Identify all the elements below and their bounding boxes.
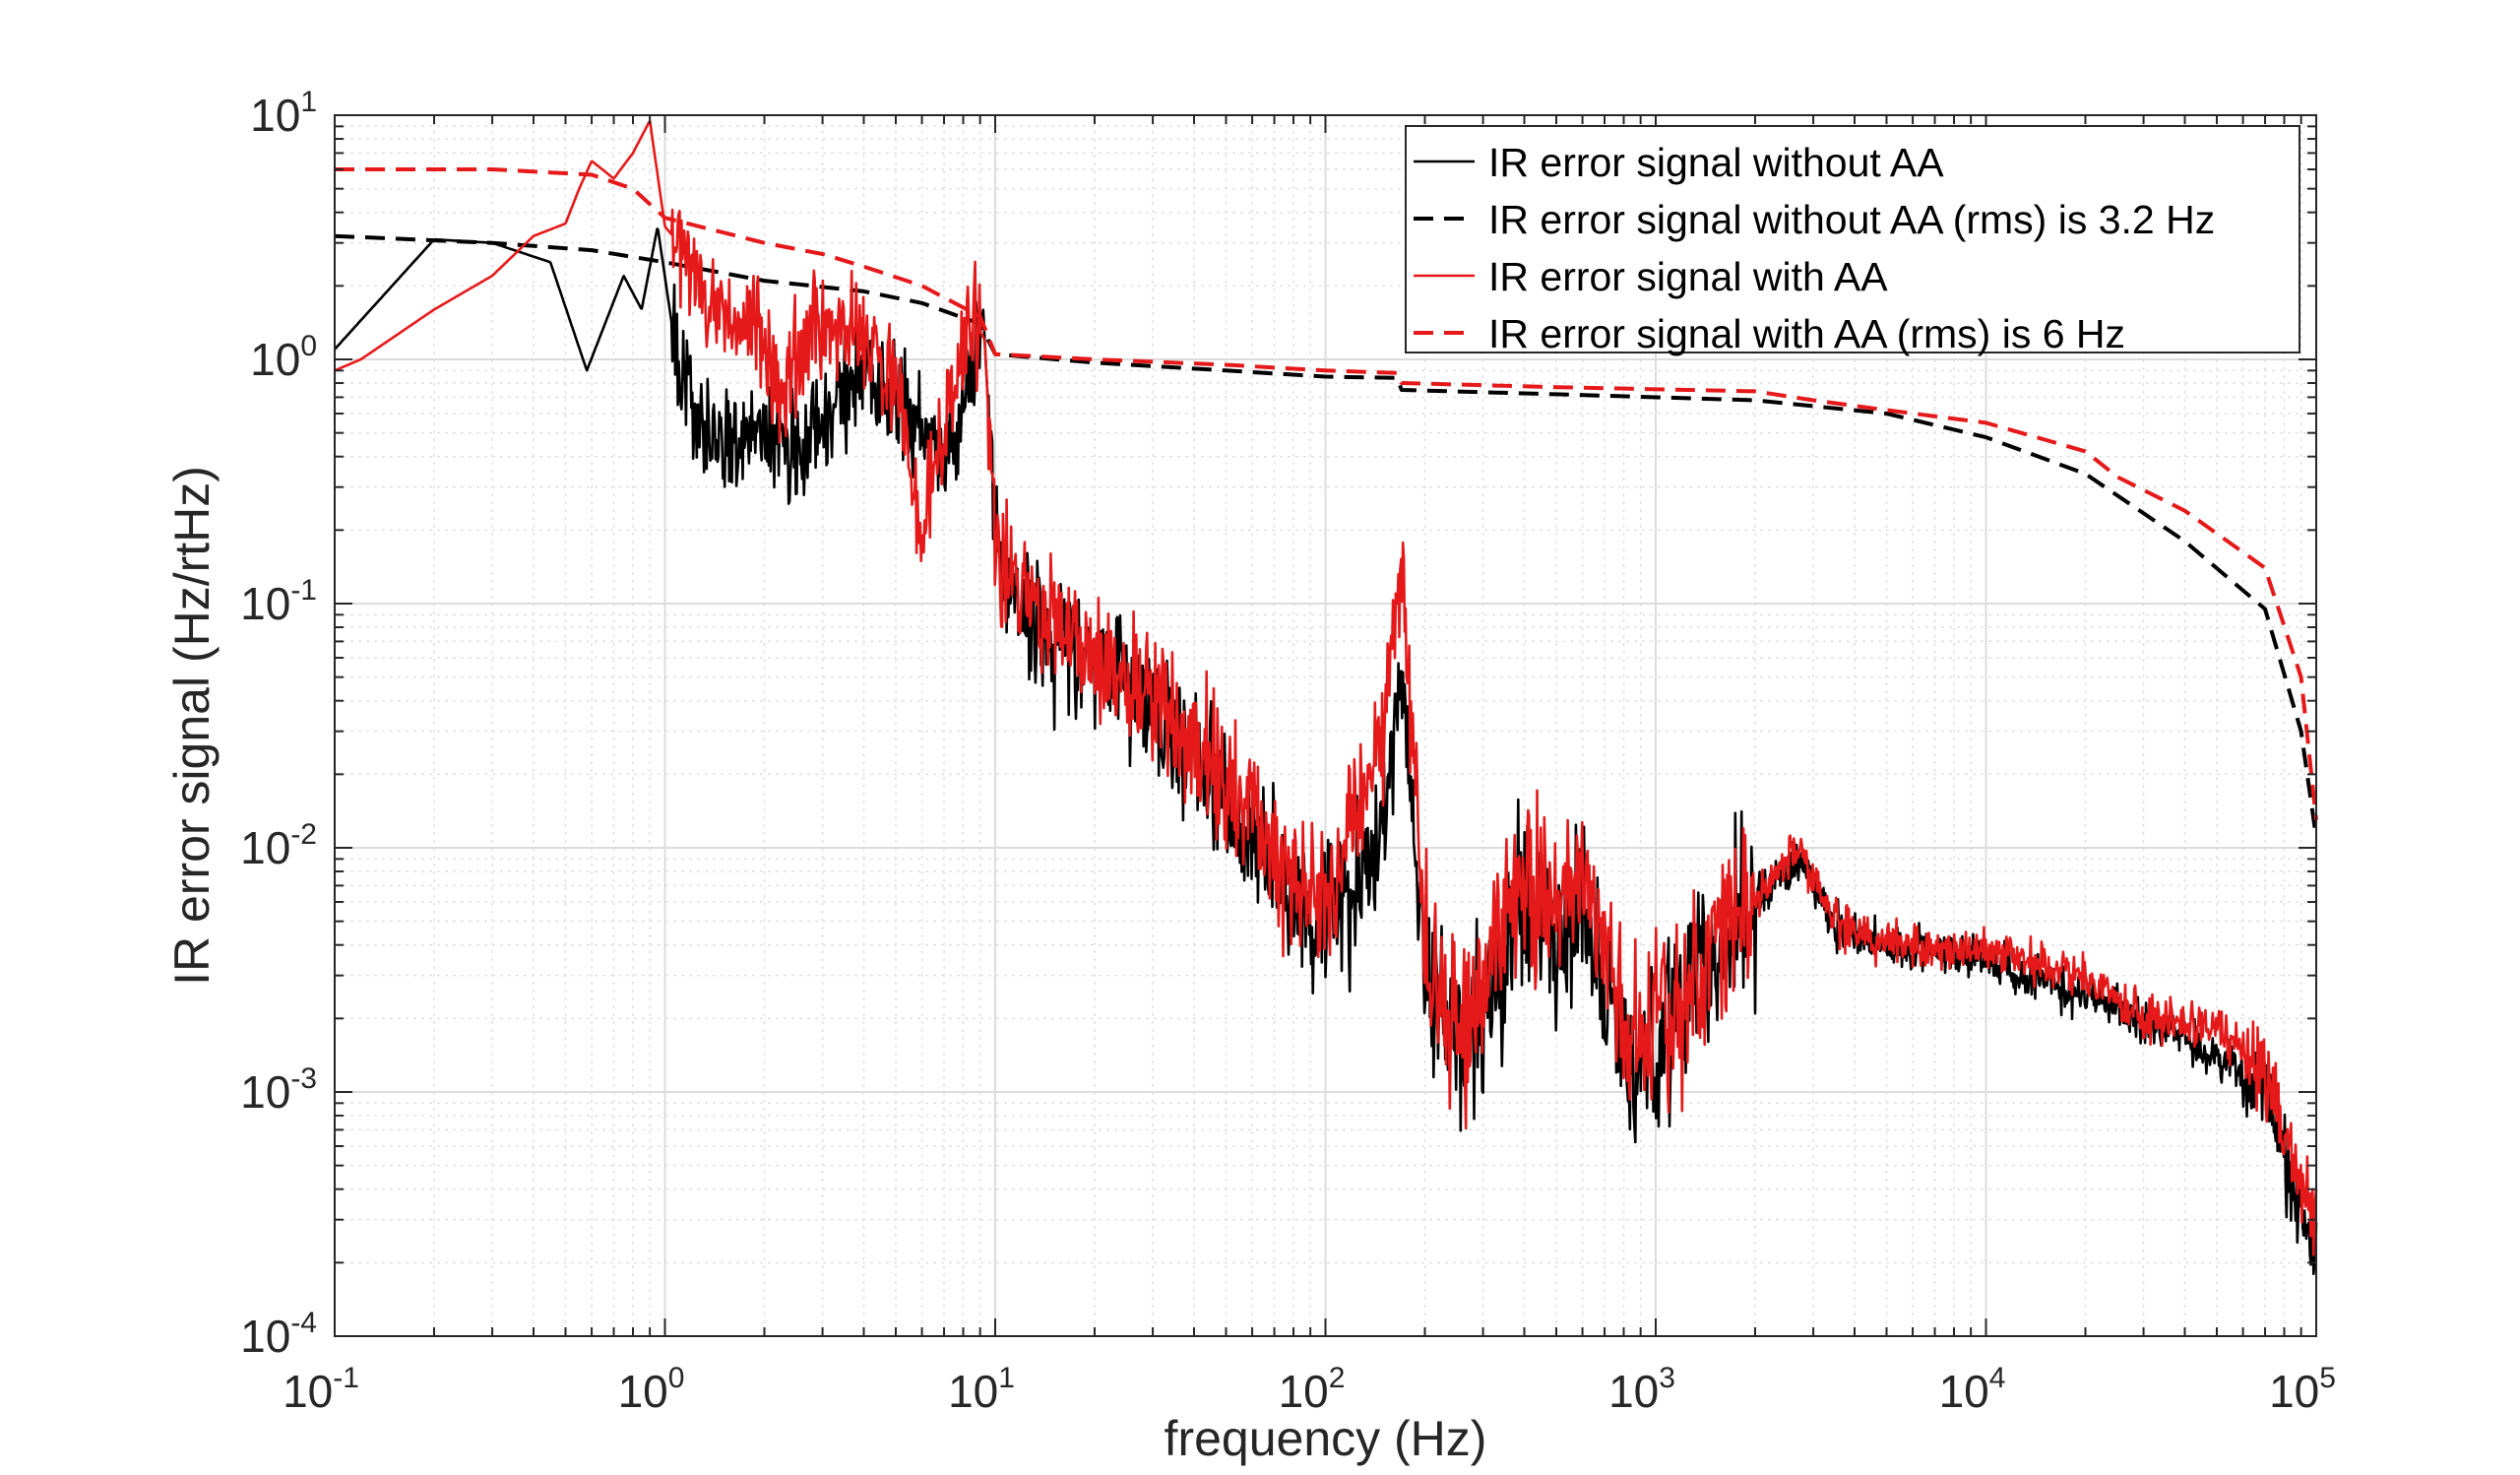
x-tick-exponent: 4 bbox=[1989, 1362, 2006, 1394]
x-axis: 10-1 100 101 102 103 104 105 bbox=[283, 1362, 2336, 1417]
y-tick-base: 10 bbox=[240, 822, 290, 873]
x-tick-base: 10 bbox=[283, 1366, 333, 1417]
y-tick-base: 10 bbox=[240, 1311, 290, 1362]
x-tick-base: 10 bbox=[2269, 1366, 2319, 1417]
x-tick-exponent: 1 bbox=[998, 1362, 1015, 1394]
x-tick-label: 102 bbox=[1279, 1362, 1346, 1417]
y-tick-base: 10 bbox=[250, 334, 300, 385]
legend-label-2: IR error signal without AA (rms) is 3.2 … bbox=[1488, 197, 2215, 242]
x-tick-base: 10 bbox=[1608, 1366, 1659, 1417]
axes-box bbox=[334, 114, 2317, 1337]
series-line-4 bbox=[335, 167, 2318, 820]
y-tick-exponent: -1 bbox=[290, 574, 317, 607]
x-tick-exponent: 0 bbox=[668, 1362, 685, 1394]
x-tick-label: 104 bbox=[1939, 1362, 2006, 1417]
legend-label-1: IR error signal without AA bbox=[1488, 140, 1944, 185]
y-tick-base: 10 bbox=[240, 1066, 290, 1118]
x-tick-label: 10-1 bbox=[283, 1362, 359, 1417]
y-tick-exponent: 1 bbox=[300, 86, 317, 118]
x-tick-label: 105 bbox=[2269, 1362, 2336, 1417]
y-tick-label: 101 bbox=[250, 86, 317, 141]
y-tick-exponent: -3 bbox=[290, 1062, 317, 1095]
legend-label-4: IR error signal with AA (rms) is 6 Hz bbox=[1488, 311, 2125, 356]
x-tick-label: 100 bbox=[618, 1362, 685, 1417]
y-tick-label: 10-4 bbox=[240, 1307, 317, 1362]
series-line-1 bbox=[334, 227, 2318, 1275]
y-tick-base: 10 bbox=[240, 578, 290, 629]
x-tick-base: 10 bbox=[618, 1366, 668, 1417]
y-tick-label: 100 bbox=[250, 330, 317, 385]
x-tick-label: 101 bbox=[948, 1362, 1015, 1417]
y-tick-label: 10-1 bbox=[240, 574, 317, 629]
x-tick-exponent: -1 bbox=[333, 1362, 359, 1394]
y-tick-label: 10-2 bbox=[240, 818, 317, 873]
y-tick-base: 10 bbox=[250, 90, 300, 141]
y-tick-exponent: 0 bbox=[300, 330, 317, 362]
x-axis-label: frequency (Hz) bbox=[1165, 1411, 1487, 1466]
minor-grid bbox=[335, 115, 2316, 1336]
major-grid bbox=[335, 115, 2316, 1336]
legend-label-3: IR error signal with AA bbox=[1488, 254, 1888, 299]
legend-box bbox=[1405, 125, 2300, 353]
y-tick-label: 10-3 bbox=[240, 1062, 317, 1118]
y-tick-exponent: -2 bbox=[290, 818, 317, 851]
series-line-3 bbox=[334, 119, 2318, 1256]
x-tick-exponent: 3 bbox=[1659, 1362, 1675, 1394]
x-tick-base: 10 bbox=[1279, 1366, 1329, 1417]
plot-area bbox=[334, 119, 2318, 1275]
x-tick-exponent: 5 bbox=[2319, 1362, 2336, 1394]
y-tick-exponent: -4 bbox=[290, 1307, 317, 1339]
x-tick-base: 10 bbox=[1939, 1366, 1989, 1417]
x-tick-label: 103 bbox=[1608, 1362, 1675, 1417]
y-axis-label: IR error signal (Hz/rtHz) bbox=[164, 466, 220, 986]
series-line-2 bbox=[334, 233, 2318, 838]
legend: IR error signal without AA IR error signa… bbox=[1405, 125, 2300, 356]
x-tick-base: 10 bbox=[948, 1366, 998, 1417]
x-tick-exponent: 2 bbox=[1329, 1362, 1346, 1394]
